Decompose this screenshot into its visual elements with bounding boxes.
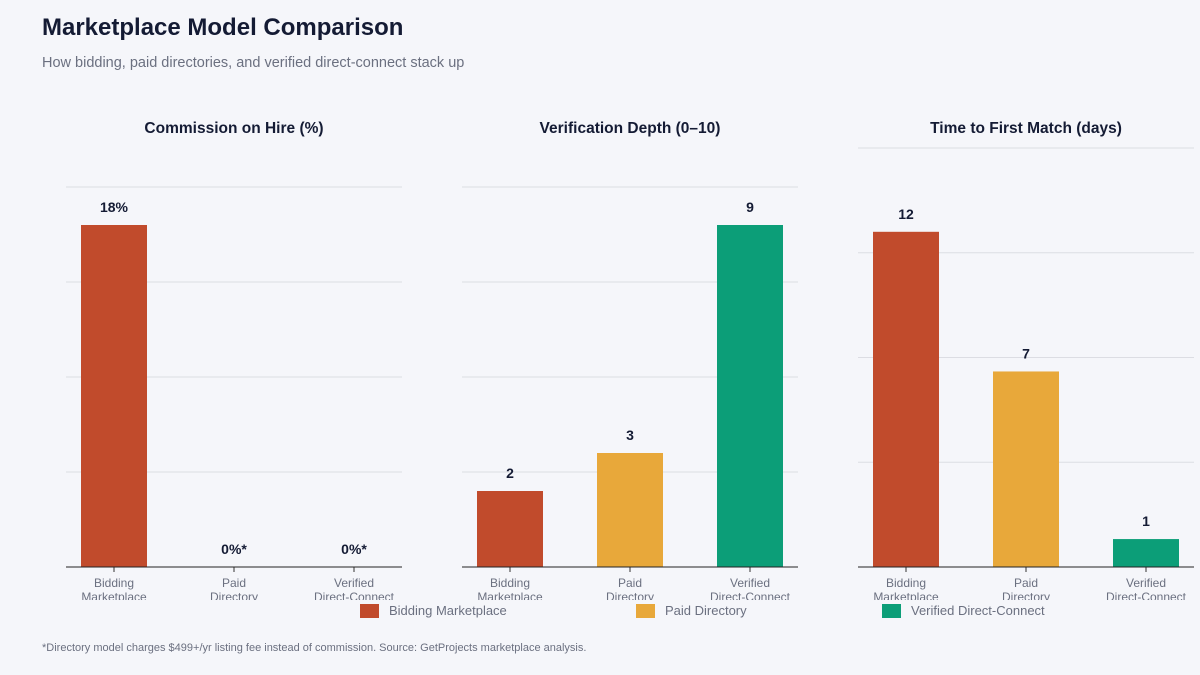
legend-item-bidding: Bidding Marketplace <box>360 603 507 618</box>
x-tick-label: Direct-Connect <box>710 590 791 600</box>
data-label: 1 <box>1142 513 1150 529</box>
bar <box>873 231 939 568</box>
data-label: 9 <box>746 199 754 215</box>
page-subtitle: How bidding, paid directories, and verif… <box>42 55 465 71</box>
x-tick-label: Verified <box>730 576 770 590</box>
bar <box>993 371 1059 567</box>
legend-swatch-bidding <box>360 603 379 618</box>
bar <box>717 225 783 567</box>
x-tick-label: Bidding <box>490 576 530 590</box>
data-label: 2 <box>506 465 514 481</box>
data-label: 7 <box>1022 345 1030 361</box>
x-tick-label: Direct-Connect <box>1106 590 1187 600</box>
x-tick-label: Marketplace <box>873 590 939 600</box>
charts-area: Commission on Hire (%)18%BiddingMarketpl… <box>66 120 1194 600</box>
data-label: 18% <box>100 199 129 215</box>
x-tick-label: Bidding <box>94 576 134 590</box>
x-tick-label: Verified <box>334 576 374 590</box>
chart-title: Commission on Hire (%) <box>144 120 323 137</box>
x-tick-label: Directory <box>210 590 258 600</box>
legend: Bidding Marketplace Paid Directory Verif… <box>0 603 1200 623</box>
data-label: 3 <box>626 427 634 443</box>
legend-label-verified: Verified Direct-Connect <box>911 603 1045 618</box>
legend-swatch-verified <box>882 603 901 618</box>
x-tick-label: Directory <box>606 590 654 600</box>
x-tick-label: Marketplace <box>81 590 147 600</box>
x-tick-label: Bidding <box>886 576 926 590</box>
x-tick-label: Direct-Connect <box>314 590 395 600</box>
bar <box>597 453 663 567</box>
page-title: Marketplace Model Comparison <box>42 14 404 41</box>
data-label: 0%* <box>221 541 247 557</box>
x-tick-label: Verified <box>1126 576 1166 590</box>
chart-title: Verification Depth (0–10) <box>540 120 721 137</box>
x-tick-label: Directory <box>1002 590 1050 600</box>
bar <box>81 225 147 567</box>
footnote: *Directory model charges $499+/yr listin… <box>42 642 587 654</box>
data-label: 0%* <box>341 541 367 557</box>
legend-label-bidding: Bidding Marketplace <box>389 603 507 618</box>
x-tick-label: Paid <box>1014 576 1038 590</box>
legend-swatch-paid <box>636 603 655 618</box>
x-tick-label: Paid <box>222 576 246 590</box>
x-tick-label: Paid <box>618 576 642 590</box>
x-tick-label: Marketplace <box>477 590 543 600</box>
data-label: 12 <box>898 206 914 222</box>
legend-item-verified: Verified Direct-Connect <box>882 603 1045 618</box>
bar <box>1113 539 1179 567</box>
legend-item-paid: Paid Directory <box>636 603 747 618</box>
legend-label-paid: Paid Directory <box>665 603 747 618</box>
bar <box>477 491 543 567</box>
chart-title: Time to First Match (days) <box>930 120 1122 137</box>
